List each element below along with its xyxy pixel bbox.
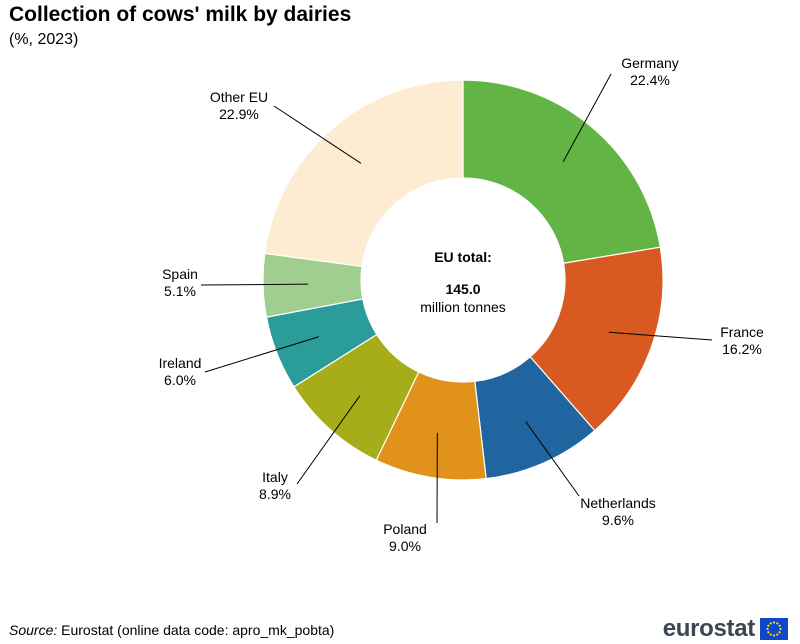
leader-line xyxy=(525,421,580,497)
slice-label: Other EU 22.9% xyxy=(210,89,268,122)
slice-label-name: France xyxy=(720,324,764,340)
flag-star xyxy=(766,627,769,631)
flag-star xyxy=(769,633,772,636)
flag-star xyxy=(767,624,770,627)
flag-star xyxy=(772,621,776,624)
flag-star xyxy=(772,634,776,637)
logo-text: eurostat xyxy=(662,615,756,642)
slice-label: Ireland 6.0% xyxy=(159,355,202,388)
chart-title: Collection of cows' milk by dairies xyxy=(9,3,352,26)
slice-label-value: 9.6% xyxy=(602,512,634,528)
leader-line xyxy=(296,395,361,485)
source-text: Eurostat (online data code: apro_mk_pobt… xyxy=(61,622,335,638)
leader-line xyxy=(204,336,319,373)
slice-label-value: 8.9% xyxy=(259,486,291,502)
slice-label-name: Germany xyxy=(621,55,679,71)
flag-star xyxy=(779,627,782,631)
center-unit: million tonnes xyxy=(420,299,506,315)
slice-label-name: Ireland xyxy=(159,355,202,371)
flag-star xyxy=(778,624,781,627)
center-label: EU total: xyxy=(434,249,492,265)
slice-label-value: 22.4% xyxy=(630,72,670,88)
slice-label-value: 6.0% xyxy=(164,372,196,388)
slice-label-name: Poland xyxy=(383,521,427,537)
slice-label: Italy 8.9% xyxy=(259,469,291,502)
slice-label: Spain 5.1% xyxy=(162,266,198,299)
eu-flag-icon xyxy=(760,618,788,640)
flag-star xyxy=(776,633,779,636)
slice-label-name: Other EU xyxy=(210,89,268,105)
slice-label: Netherlands 9.6% xyxy=(580,495,656,528)
leader-line xyxy=(273,105,362,164)
flag-star xyxy=(767,631,770,634)
flag-star xyxy=(769,622,772,625)
slice-germany xyxy=(462,79,661,264)
slice-label-name: Italy xyxy=(262,469,288,485)
slice-other-eu xyxy=(264,79,464,268)
slice-label-value: 16.2% xyxy=(722,341,762,357)
source-note: Source: Eurostat (online data code: apro… xyxy=(9,622,334,638)
chart-subtitle: (%, 2023) xyxy=(9,31,79,48)
slice-france xyxy=(529,246,664,432)
slice-label-value: 5.1% xyxy=(164,283,196,299)
slice-label-name: Spain xyxy=(162,266,198,282)
slice-label-value: 22.9% xyxy=(219,106,259,122)
leader-line xyxy=(608,331,713,341)
source-label: Source: xyxy=(9,622,58,638)
leader-line xyxy=(562,73,612,162)
slice-label: Poland 9.0% xyxy=(383,521,427,554)
slice-label: Germany 22.4% xyxy=(621,55,679,88)
flag-star xyxy=(778,631,781,634)
leader-line xyxy=(200,283,309,286)
slice-label-value: 9.0% xyxy=(389,538,421,554)
eurostat-logo: eurostat xyxy=(663,615,788,643)
flag-star xyxy=(776,622,779,625)
slice-label-name: Netherlands xyxy=(580,495,656,511)
center-value: 145.0 xyxy=(445,281,480,297)
slice-label: France 16.2% xyxy=(720,324,764,357)
